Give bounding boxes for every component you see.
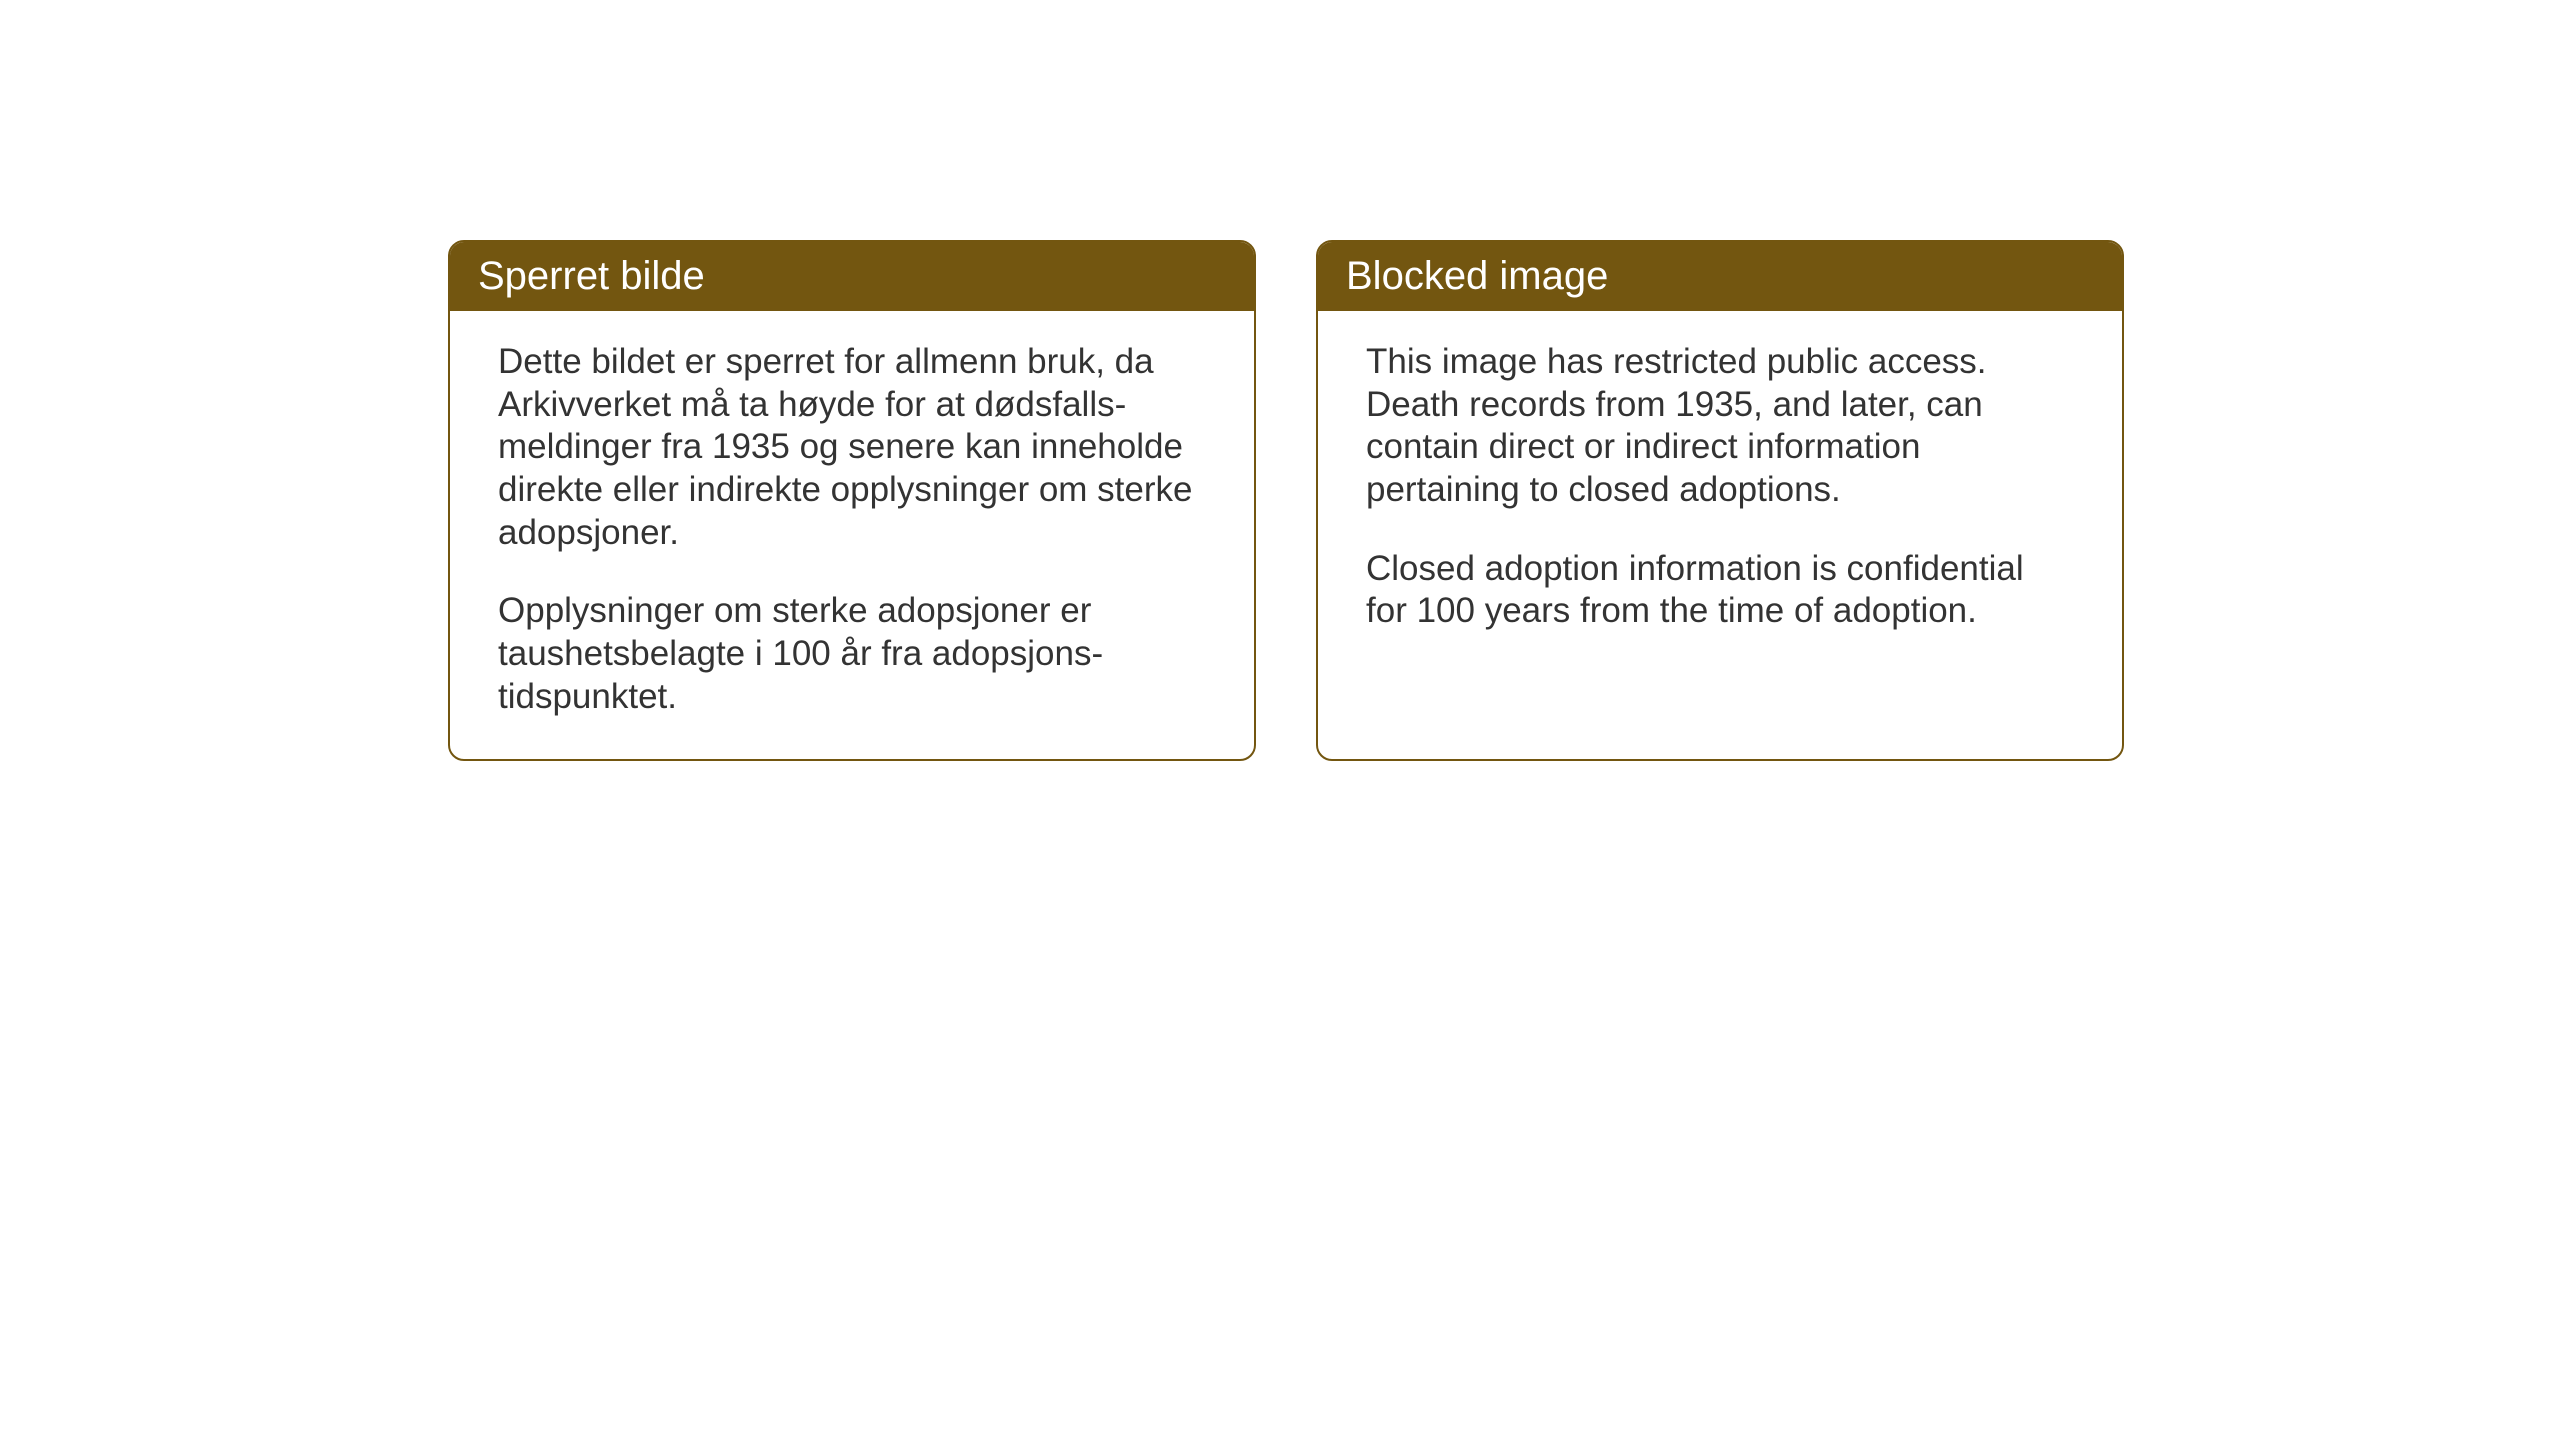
notice-body-english: This image has restricted public access.… [1318,311,2122,673]
notice-card-norwegian: Sperret bilde Dette bildet er sperret fo… [448,240,1256,761]
notice-paragraph: Opplysninger om sterke adopsjoner er tau… [498,590,1206,718]
notice-card-english: Blocked image This image has restricted … [1316,240,2124,761]
notice-container: Sperret bilde Dette bildet er sperret fo… [0,0,2560,761]
notice-header-english: Blocked image [1318,242,2122,311]
notice-body-norwegian: Dette bildet er sperret for allmenn bruk… [450,311,1254,759]
notice-paragraph: Dette bildet er sperret for allmenn bruk… [498,341,1206,554]
notice-header-norwegian: Sperret bilde [450,242,1254,311]
notice-paragraph: Closed adoption information is confident… [1366,548,2074,633]
notice-paragraph: This image has restricted public access.… [1366,341,2074,512]
